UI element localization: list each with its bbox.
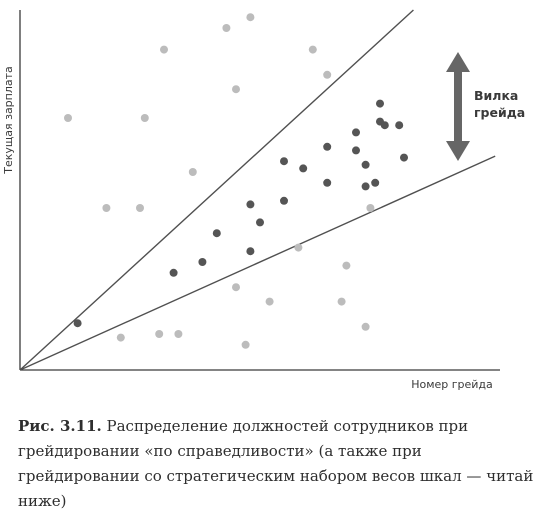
lower-bound-line [19, 155, 496, 371]
inside-grade-range-point [323, 178, 332, 187]
outside-grade-range-point [155, 330, 164, 338]
outside-grade-range-point [188, 168, 197, 176]
inside-grade-range-point [361, 160, 370, 169]
grade-range-lines [19, 9, 496, 371]
inside-grade-range-point [361, 182, 370, 191]
outside-grade-range-point [366, 204, 375, 212]
inside-grade-range-point [400, 153, 408, 162]
arrow-down-head [446, 141, 470, 161]
arrow-shaft [454, 70, 462, 142]
inside-grade-range-point [169, 268, 178, 277]
outside-grade-range-point [232, 85, 240, 94]
inside-grade-range-point [380, 121, 389, 130]
upper-bound-line [19, 9, 414, 371]
outside-grade-range-point [337, 297, 346, 306]
inside-grade-range-point [280, 196, 288, 205]
inside-grade-range-point [323, 142, 332, 151]
arrow-up-head [446, 52, 470, 72]
outside-grade-range-point [102, 204, 111, 212]
inside-grade-range-point [371, 178, 380, 187]
outside-grade-range-point [222, 24, 231, 32]
outside-grade-range-point [160, 45, 168, 54]
grade-range-label: Вилка грейда [474, 88, 525, 120]
outside-grade-range-point [136, 204, 144, 212]
inside-grade-range-point [280, 157, 288, 166]
outside-grade-range-point [232, 283, 240, 292]
outside-grade-range-point [308, 45, 317, 54]
outside-grade-range-point [294, 243, 303, 252]
outside-grade-range-point [342, 261, 351, 270]
outside-grade-range-point [140, 114, 149, 122]
outside-grade-range-point [116, 333, 125, 342]
inside-grade-range-point [246, 200, 255, 209]
inside-grade-range-point [376, 99, 384, 108]
x-axis-label: Номер грейда [411, 378, 493, 391]
inside-grade-range-point [212, 229, 221, 238]
y-axis-label: Текущая зарплата [2, 66, 15, 175]
data-points [64, 13, 408, 349]
figure-caption: Рис. 3.11. Распределение должностей сотр… [18, 414, 544, 514]
scatter-chart: Текущая зарплата Номер грейда Вилка грейд… [2, 9, 525, 391]
grade-range-arrow [446, 52, 470, 161]
inside-grade-range-point [198, 258, 207, 266]
caption-label: Рис. 3.11. [18, 417, 102, 435]
inside-grade-range-point [352, 128, 360, 137]
outside-grade-range-point [361, 322, 370, 331]
inside-grade-range-point [299, 164, 308, 173]
outside-grade-range-point [265, 297, 274, 306]
outside-grade-range-point [174, 330, 183, 338]
outside-grade-range-point [64, 114, 72, 122]
inside-grade-range-point [73, 319, 82, 328]
inside-grade-range-point [395, 121, 404, 130]
inside-grade-range-point [256, 218, 264, 227]
outside-grade-range-point [241, 340, 250, 349]
inside-grade-range-point [246, 247, 255, 256]
outside-grade-range-point [323, 70, 332, 79]
outside-grade-range-point [246, 13, 255, 22]
inside-grade-range-point [352, 146, 360, 155]
